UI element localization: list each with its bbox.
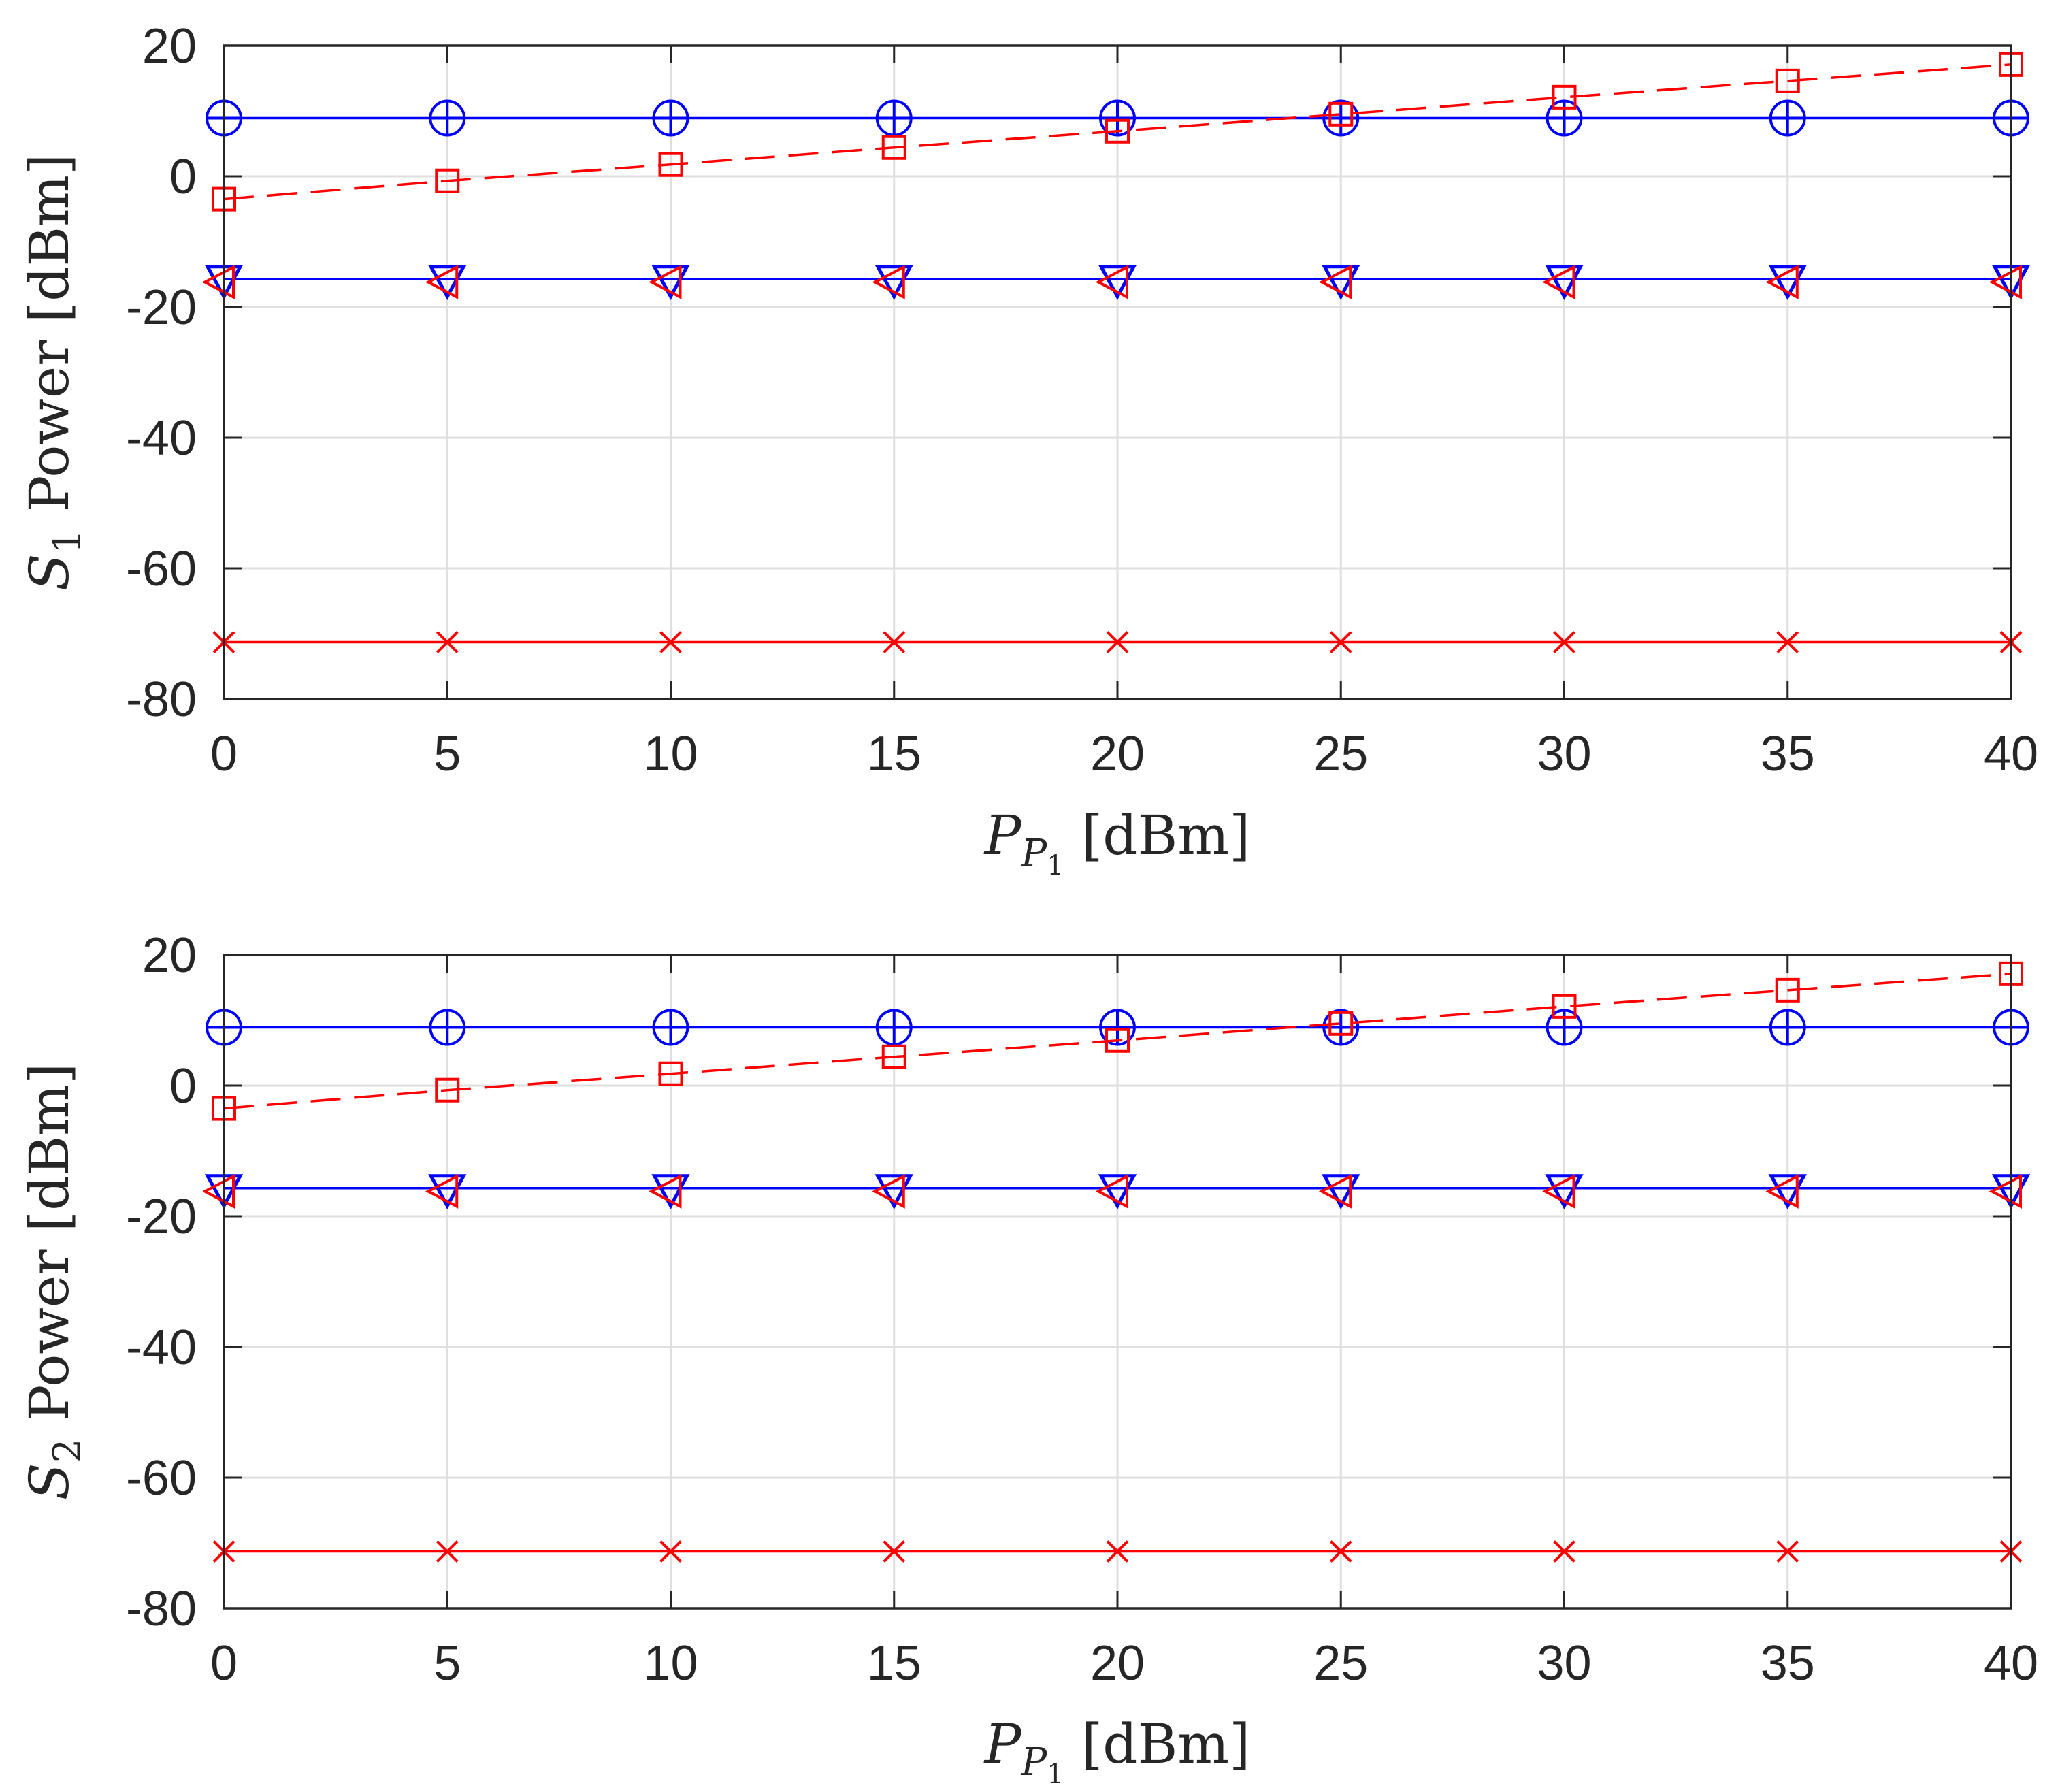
- marker-x: [1776, 631, 1799, 653]
- y-tick-label: -80: [126, 1582, 197, 1636]
- marker-triangle-left: [1989, 265, 2022, 299]
- series-line-square-red: [223, 63, 2012, 201]
- marker-circle-plus: [1099, 1009, 1136, 1046]
- x-tick-label: 15: [867, 727, 921, 781]
- y-tick-label: 20: [142, 928, 197, 983]
- marker-x: [1329, 631, 1352, 653]
- y-axis-label: S2 Power [dBm]: [18, 1063, 90, 1500]
- x-tick-label: 40: [1984, 727, 2038, 781]
- marker-square: [1552, 84, 1577, 110]
- marker-square: [658, 152, 683, 177]
- marker-triangle-left: [1542, 265, 1575, 299]
- marker-triangle-left: [203, 1174, 235, 1209]
- marker-circle-plus: [429, 99, 466, 137]
- y-axis-label: S1 Power [dBm]: [18, 154, 90, 591]
- y-tick-label: 0: [169, 1059, 197, 1113]
- marker-square: [435, 168, 460, 193]
- y-tick-label: -40: [126, 411, 197, 466]
- marker-square: [1105, 1028, 1130, 1053]
- x-tick-label: 35: [1761, 727, 1815, 781]
- x-tick-label: 25: [1313, 1636, 1368, 1691]
- x-tick-label: 30: [1537, 727, 1591, 781]
- marker-square: [1775, 977, 1800, 1003]
- series-layer: [203, 961, 2031, 1563]
- marker-square: [658, 1061, 683, 1086]
- x-tick-label: 35: [1761, 1636, 1815, 1691]
- marker-circle-plus: [1769, 99, 1806, 137]
- marker-circle-plus: [875, 99, 913, 137]
- marker-triangle-left: [1318, 265, 1352, 299]
- marker-triangle-left: [872, 1174, 905, 1209]
- marker-x: [883, 631, 906, 653]
- marker-x: [1106, 631, 1129, 653]
- marker-x: [1776, 1540, 1799, 1563]
- x-tick-label: 0: [210, 727, 238, 781]
- marker-triangle-left: [1542, 1174, 1575, 1209]
- marker-square: [881, 135, 906, 160]
- marker-triangle-left: [1765, 265, 1799, 299]
- marker-triangle-left: [872, 265, 905, 299]
- y-tick-label: -20: [126, 1190, 197, 1244]
- x-axis-label: PP1 [dBm]: [983, 1712, 1251, 1790]
- chart-panel-2: 0 5 10 15 20 25 30 35 40 20 0 -20 -40 -60 -80 PP1 [dBm]…: [18, 928, 2038, 1790]
- marker-triangle-left: [425, 1174, 459, 1209]
- y-tick-label: 0: [169, 150, 197, 204]
- marker-circle-plus: [1769, 1009, 1806, 1046]
- x-tick-label: 15: [867, 1636, 921, 1691]
- axes-box: [223, 44, 2012, 700]
- marker-triangle-left: [1989, 1174, 2022, 1209]
- marker-square: [1328, 101, 1354, 127]
- marker-triangle-left: [1095, 265, 1128, 299]
- marker-triangle-left: [1765, 1174, 1799, 1209]
- y-tick-label: -40: [126, 1320, 197, 1375]
- y-tick-label: -60: [126, 1451, 197, 1505]
- marker-x: [883, 1540, 906, 1563]
- marker-square: [1552, 994, 1577, 1019]
- marker-x: [659, 631, 682, 653]
- marker-square: [1105, 118, 1130, 144]
- marker-square: [435, 1077, 460, 1103]
- marker-x: [1553, 631, 1575, 653]
- marker-circle-plus: [875, 1009, 913, 1046]
- y-tick-label: -20: [126, 280, 197, 335]
- marker-x: [1329, 1540, 1352, 1563]
- marker-circle-plus: [652, 99, 689, 137]
- marker-x: [1106, 1540, 1129, 1563]
- marker-x: [659, 1540, 682, 1563]
- y-tick-label: -80: [126, 672, 197, 727]
- marker-triangle-left: [649, 265, 682, 299]
- series-line-square-red: [223, 973, 2012, 1110]
- marker-square: [881, 1044, 906, 1069]
- x-tick-label: 20: [1090, 1636, 1145, 1691]
- marker-square: [1775, 68, 1800, 93]
- x-axis-label: PP1 [dBm]: [983, 804, 1251, 881]
- x-tick-label: 10: [643, 1636, 698, 1691]
- marker-square: [1328, 1011, 1354, 1036]
- x-tick-label: 30: [1537, 1636, 1591, 1691]
- y-tick-label: 20: [142, 19, 197, 74]
- marker-triangle-left: [203, 265, 235, 299]
- marker-circle-plus: [1099, 99, 1136, 137]
- axes-box: [223, 954, 2012, 1610]
- marker-triangle-left: [649, 1174, 682, 1209]
- y-tick-label: -60: [126, 542, 197, 596]
- marker-circle-plus: [429, 1009, 466, 1046]
- marker-triangle-left: [425, 265, 459, 299]
- chart-panel-1: 0 5 10 15 20 25 30 35 40 20 0 -20 -40 -60 -80 PP1 [dBm]…: [18, 19, 2038, 881]
- x-tick-label: 20: [1090, 727, 1145, 781]
- marker-circle-plus: [652, 1009, 689, 1046]
- x-tick-label: 5: [434, 1636, 461, 1691]
- marker-x: [436, 1540, 459, 1563]
- marker-triangle-left: [1095, 1174, 1128, 1209]
- x-tick-label: 25: [1313, 727, 1368, 781]
- x-tick-label: 0: [210, 1636, 238, 1691]
- marker-triangle-left: [1318, 1174, 1352, 1209]
- x-tick-label: 40: [1984, 1636, 2038, 1691]
- x-tick-label: 10: [643, 727, 698, 781]
- marker-x: [436, 631, 459, 653]
- marker-x: [1553, 1540, 1575, 1563]
- x-tick-label: 5: [434, 727, 461, 781]
